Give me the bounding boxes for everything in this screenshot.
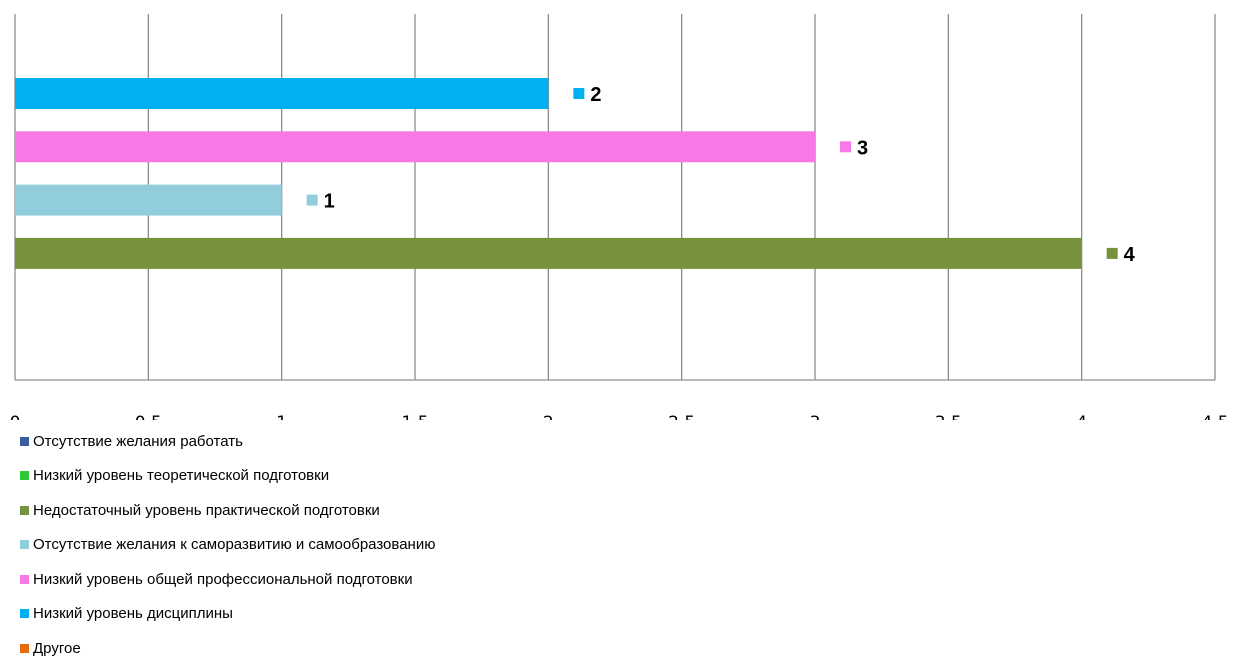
x-tick-label: 2: [543, 413, 554, 420]
data-label: 3: [857, 137, 868, 159]
legend-item: Низкий уровень дисциплины: [20, 597, 435, 632]
bar-chart: 2 3 1 4 0 0,5 1 1,5 2 2,5 3 3,5 4 4,5: [10, 14, 1229, 420]
bar: [15, 131, 815, 163]
data-label: 1: [324, 191, 335, 213]
legend-item: Отсутствие желания работать: [20, 424, 435, 459]
x-axis: 0 0,5 1 1,5 2 2,5 3 3,5 4 4,5: [10, 379, 1229, 420]
legend-label: Отсутствие желания работать: [33, 432, 243, 450]
legend-item: Недостаточный уровень практической подго…: [20, 493, 435, 528]
x-tick-label: 4,5: [1201, 413, 1228, 420]
legend-label: Низкий уровень теоретической подготовки: [33, 467, 330, 485]
data-label: 4: [1124, 244, 1136, 266]
legend-swatch: [20, 643, 29, 653]
x-tick-label: 3,5: [935, 413, 962, 420]
bar: [15, 78, 549, 109]
data-label-swatch: [840, 141, 851, 153]
bar: [15, 184, 282, 216]
data-label-swatch: [573, 88, 585, 99]
legend-item: Низкий уровень теоретической подготовки: [20, 459, 435, 494]
legend-label: Низкий уровень дисциплины: [33, 605, 233, 623]
legend-swatch: [20, 505, 29, 515]
legend-label: Недостаточный уровень практической подго…: [33, 501, 380, 519]
legend-item: Отсутствие желания к саморазвитию и само…: [20, 528, 435, 563]
bar: [15, 237, 1082, 269]
legend: Отсутствие желания работать Низкий уровен…: [20, 424, 435, 666]
x-tick-label: 1,5: [401, 413, 428, 420]
legend-swatch: [20, 436, 29, 446]
data-label-swatch: [1106, 247, 1118, 259]
legend-label: Отсутствие желания к саморазвитию и само…: [33, 536, 436, 554]
legend-swatch: [20, 609, 29, 619]
legend-label: Другое: [33, 639, 81, 657]
x-tick-label: 2,5: [668, 413, 695, 420]
legend-swatch: [20, 574, 29, 584]
grid-lines: [14, 14, 1216, 380]
x-tick-label: 1: [276, 413, 287, 420]
data-label: 2: [590, 84, 601, 106]
legend-swatch: [20, 540, 29, 550]
legend-label: Низкий уровень общей профессиональной по…: [33, 570, 413, 588]
x-tick-label: 3: [810, 413, 821, 420]
legend-swatch: [20, 471, 29, 481]
bars: 2 3 1 4: [15, 78, 1136, 269]
x-tick-label: 0: [10, 413, 21, 420]
data-label-swatch: [306, 194, 318, 206]
legend-item: Низкий уровень общей профессиональной по…: [20, 562, 435, 597]
x-tick-label: 0,5: [135, 413, 162, 420]
legend-item: Другое: [20, 631, 435, 666]
x-tick-label: 4: [1076, 413, 1087, 420]
